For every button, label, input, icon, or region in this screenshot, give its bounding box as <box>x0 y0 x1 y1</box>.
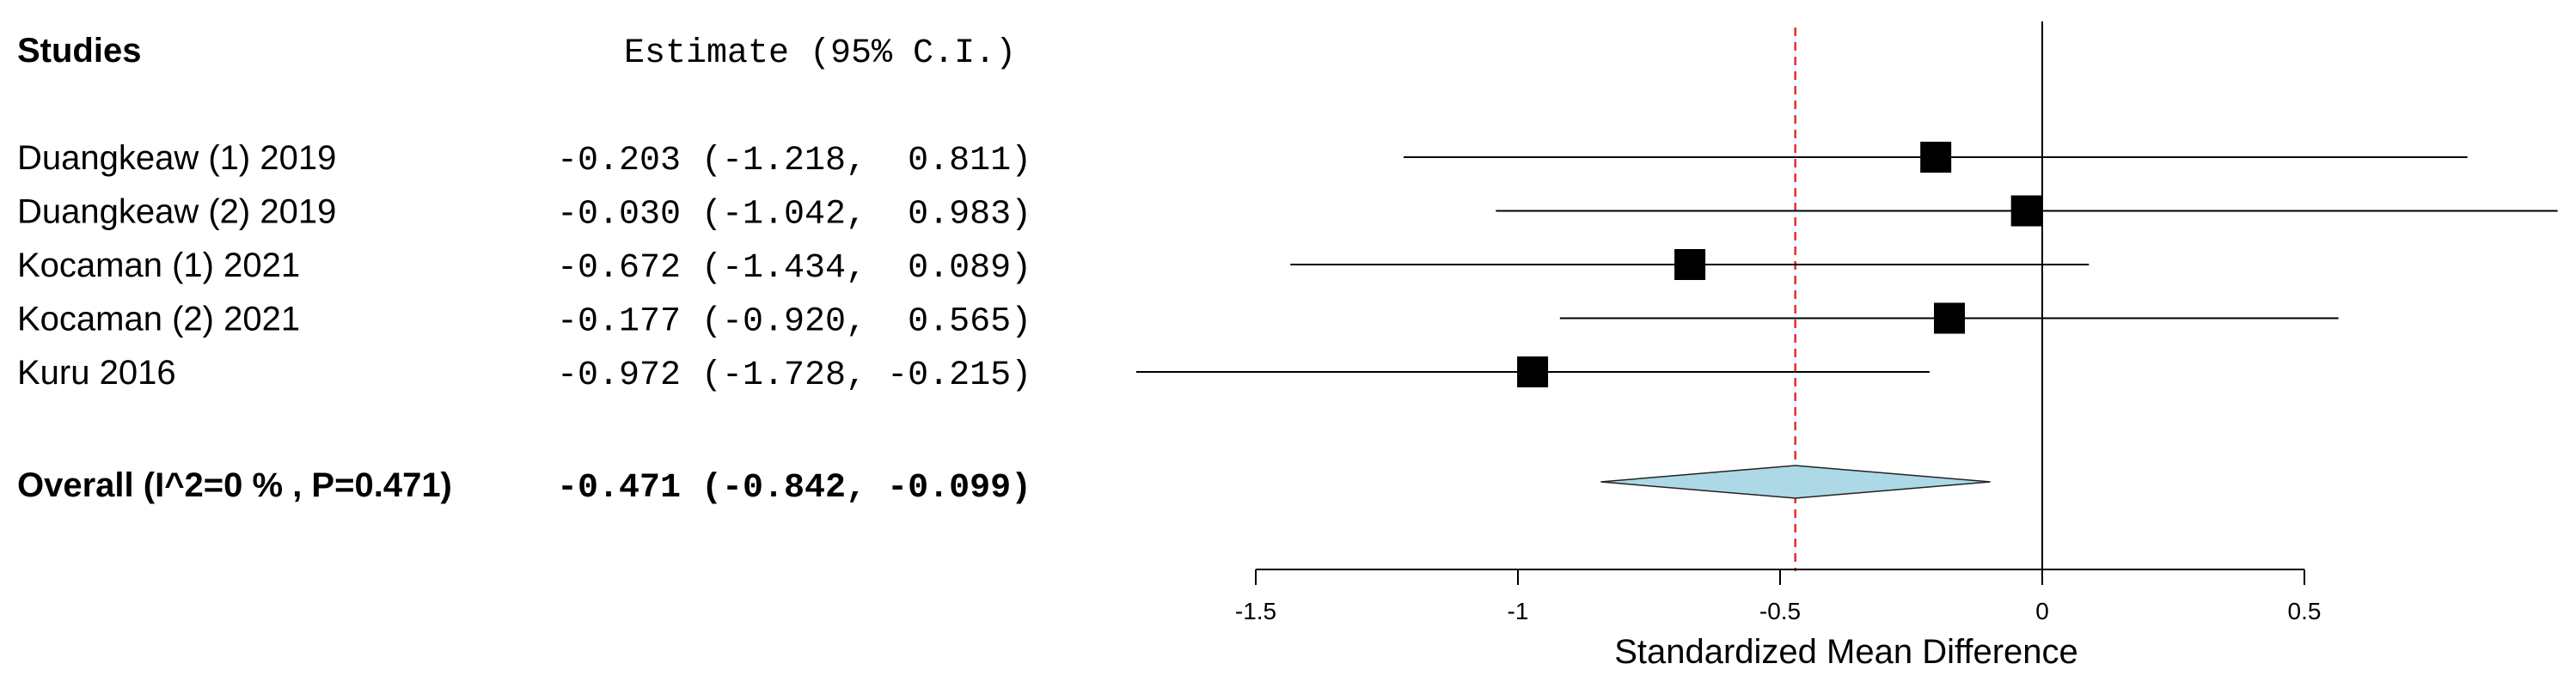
study-estimate-text: -0.203 (-1.218, 0.811) <box>557 142 1031 180</box>
study-label: Kocaman (1) 2021 <box>17 247 300 284</box>
plot-area <box>1135 21 2558 571</box>
estimate-header: Estimate (95% C.I.) <box>624 34 1016 73</box>
study-point-marker <box>1517 356 1549 387</box>
study-label: Kocaman (2) 2021 <box>17 301 300 338</box>
x-axis-title: Standardized Mean Difference <box>1614 633 2078 671</box>
studies-header: Studies <box>17 32 141 70</box>
study-estimate-text: -0.672 (-1.434, 0.089) <box>557 249 1031 288</box>
study-label: Kuru 2016 <box>17 354 176 392</box>
study-estimate-text: -0.030 (-1.042, 0.983) <box>557 196 1031 234</box>
study-point-marker <box>1934 302 1966 334</box>
study-label: Duangkeaw (2) 2019 <box>17 193 336 231</box>
study-point-marker <box>1674 249 1706 280</box>
study-label: Duangkeaw (1) 2019 <box>17 139 336 177</box>
overall-diamond <box>1600 465 1991 499</box>
x-tick-label: -0.5 <box>1759 598 1801 624</box>
x-tick-label: -1.5 <box>1235 598 1276 624</box>
x-tick-label: 0.5 <box>2288 598 2322 624</box>
study-estimate-text: -0.177 (-0.920, 0.565) <box>557 303 1031 342</box>
study-estimates: -0.203 (-1.218, 0.811) -0.030 (-1.042, 0.… <box>557 142 1031 395</box>
overall-label: Overall (I^2=0 % , P=0.471) <box>17 466 452 504</box>
study-estimate-text: -0.972 (-1.728, -0.215) <box>557 356 1031 395</box>
study-point-marker <box>1920 142 1952 173</box>
study-labels: Duangkeaw (1) 2019 Duangkeaw (2) 2019 Koca… <box>17 139 336 392</box>
study-point-marker <box>2010 195 2042 227</box>
x-axis: -1.5 -1 -0.5 0 0.5 <box>1235 569 2322 624</box>
overall-estimate-text: -0.471 (-0.842, -0.099) <box>557 469 1031 508</box>
x-tick-label: 0 <box>2035 598 2049 624</box>
x-tick-label: -1 <box>1508 598 1529 624</box>
